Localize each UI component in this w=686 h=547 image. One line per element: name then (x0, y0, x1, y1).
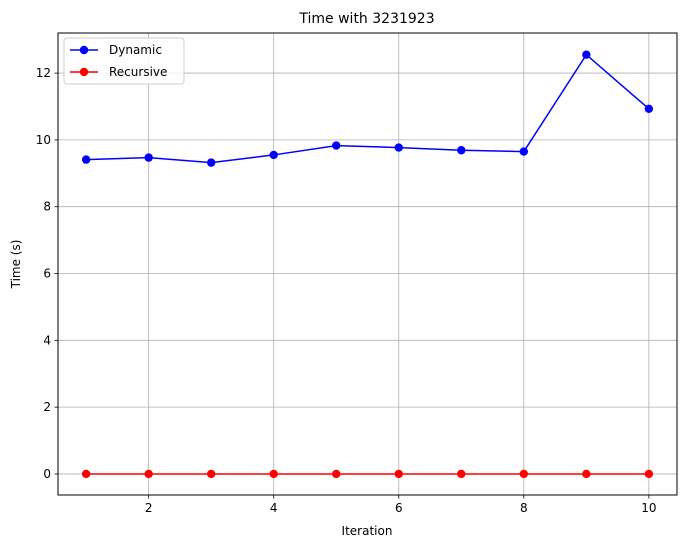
y-tick-label: 6 (43, 267, 51, 281)
legend-label: Recursive (109, 65, 167, 79)
y-axis: 0 2 4 6 8 10 12 (36, 66, 58, 481)
data-point-recursive (206, 469, 216, 479)
grid (58, 33, 677, 495)
data-point-dynamic (582, 50, 591, 59)
legend: Dynamic Recursive (63, 37, 185, 85)
data-point-recursive (644, 469, 654, 479)
data-point-recursive (81, 469, 91, 479)
legend-label: Dynamic (109, 43, 162, 57)
data-point-recursive (144, 469, 153, 479)
data-point-recursive (582, 469, 591, 479)
y-tick-label: 8 (43, 200, 51, 214)
data-point-dynamic (457, 146, 466, 155)
data-point-dynamic (519, 147, 529, 156)
series-line-dynamic (86, 53, 650, 164)
y-tick-label: 2 (43, 400, 51, 414)
x-tick-label: 10 (641, 501, 656, 515)
chart-title: Time with 3231923 (298, 11, 434, 27)
x-tick-label: 2 (145, 501, 153, 515)
x-tick-label: 8 (520, 501, 528, 515)
x-axis-label: Iteration (342, 524, 393, 538)
data-point-dynamic (269, 150, 278, 160)
y-tick-label: 10 (36, 133, 51, 147)
data-point-recursive (457, 469, 466, 479)
y-axis-label: Time (s) (9, 240, 23, 290)
data-point-dynamic (332, 141, 341, 150)
data-point-dynamic (644, 104, 654, 114)
x-axis: 2 4 6 8 10 (145, 495, 657, 515)
plot-frame (57, 32, 678, 496)
series-dynamic (81, 50, 654, 167)
data-point-dynamic (206, 158, 216, 167)
legend-swatch-marker (79, 45, 89, 55)
legend-entry-dynamic: Dynamic (70, 43, 162, 57)
series-recursive (81, 469, 654, 479)
legend-entry-recursive: Recursive (70, 65, 167, 79)
series-layer (81, 50, 654, 479)
data-point-recursive (519, 469, 529, 479)
data-point-dynamic (81, 155, 91, 164)
data-point-recursive (394, 469, 403, 479)
x-tick-label: 4 (270, 501, 278, 515)
legend-swatch-marker (79, 67, 89, 77)
y-tick-label: 0 (43, 467, 51, 481)
data-point-dynamic (144, 153, 153, 162)
data-point-dynamic (394, 143, 403, 152)
y-tick-label: 12 (36, 66, 51, 80)
y-tick-label: 4 (43, 333, 51, 347)
data-point-recursive (269, 469, 278, 479)
x-tick-label: 6 (395, 501, 403, 515)
data-point-recursive (332, 469, 341, 479)
